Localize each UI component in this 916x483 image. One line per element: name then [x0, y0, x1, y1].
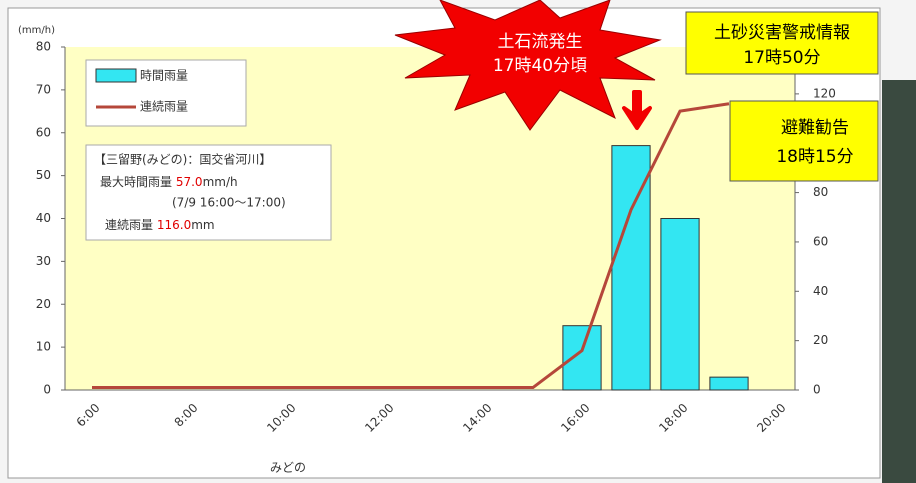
burst-callout	[394, 0, 662, 131]
y2-tick-label: 60	[813, 234, 828, 248]
bar	[660, 218, 700, 391]
bar	[709, 376, 749, 391]
callout-text: 17時50分	[743, 48, 820, 68]
y-tick-label: 30	[36, 254, 51, 268]
y-axis-label: (mm/h)	[18, 25, 55, 36]
y-tick-label: 10	[36, 340, 51, 354]
y-tick-label: 20	[36, 297, 51, 311]
callout-text: 17時40分頃	[493, 56, 587, 76]
info-max: 最大時間雨量 57.0mm/h	[100, 175, 238, 189]
callout-box	[685, 11, 879, 75]
callout-text: 18時15分	[776, 147, 853, 167]
y2-tick-label: 0	[813, 383, 821, 397]
y-tick-label: 70	[36, 82, 51, 96]
y-tick-label: 0	[43, 383, 51, 397]
y2-tick-label: 20	[813, 333, 828, 347]
callout-text: 土石流発生	[498, 32, 583, 52]
arrow	[622, 90, 652, 130]
info-title: 【三留野(みどの)：国交省河川】	[94, 152, 271, 167]
bar	[562, 325, 602, 391]
info-total: 連続雨量 116.0mm	[105, 218, 215, 232]
y-tick-label: 80	[36, 40, 51, 54]
legend-swatch	[95, 68, 137, 83]
y-tick-label: 50	[36, 168, 51, 182]
callout-text: 避難勧告	[781, 118, 849, 138]
photo-strip	[882, 80, 916, 483]
y2-tick-label: 120	[813, 86, 836, 100]
y-tick-label: 40	[36, 211, 51, 225]
y-tick-label: 60	[36, 125, 51, 139]
legend-label: 連続雨量	[140, 100, 188, 114]
y2-tick-label: 80	[813, 185, 828, 199]
callout-text: 土砂災害警戒情報	[714, 23, 850, 43]
legend-label: 時間雨量	[140, 69, 188, 83]
info-box	[85, 144, 332, 241]
y2-tick-label: 40	[813, 284, 828, 298]
info-period: (7/9 16:00～17:00)	[172, 196, 286, 210]
line	[92, 102, 730, 390]
callout-box	[729, 100, 879, 182]
x-caption: みどの	[270, 461, 306, 475]
